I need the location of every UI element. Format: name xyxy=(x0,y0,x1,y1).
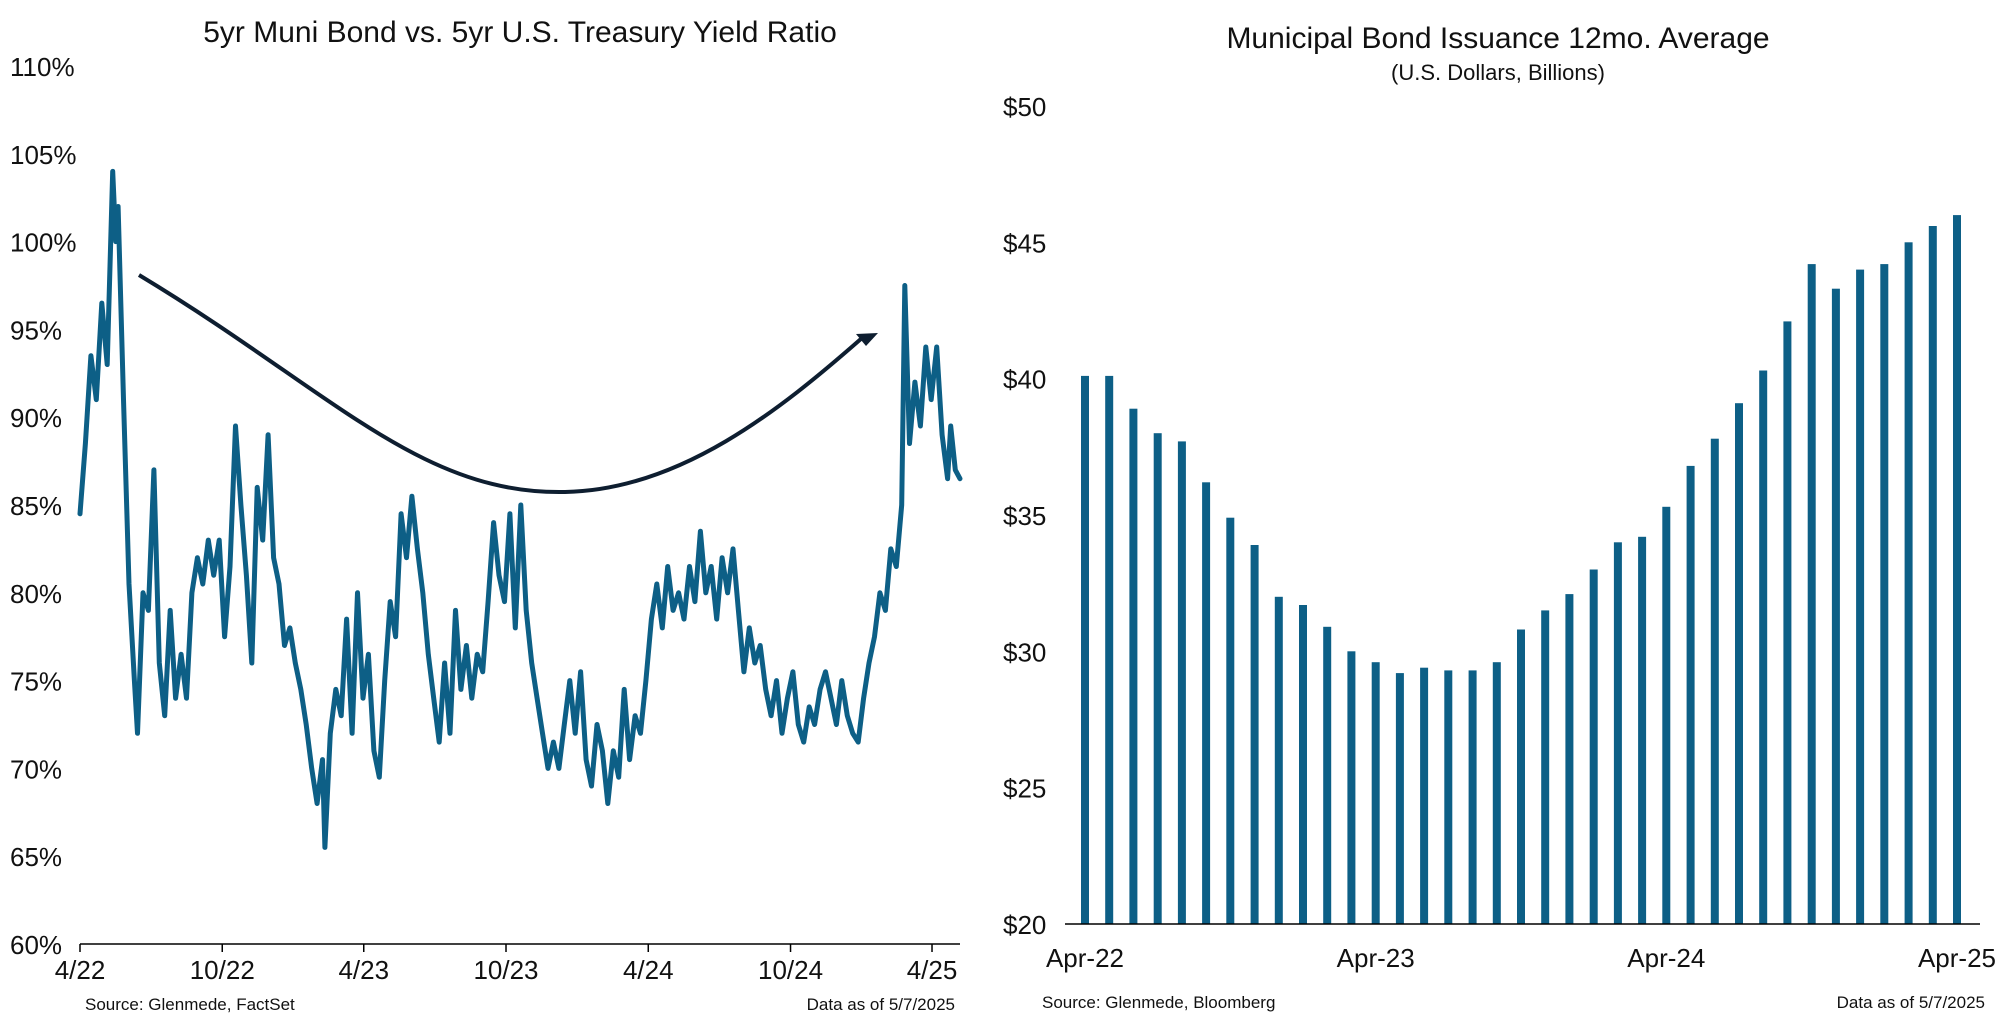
issuance-chart: Municipal Bond Issuance 12mo. Average (U… xyxy=(1003,22,1996,1012)
left-y-axis: 60% 65% 70% 75% 80% 85% 90% 95% 100% 105% 110% xyxy=(10,52,77,960)
issuance-bar xyxy=(1323,626,1332,924)
left-x-axis: 4/22 10/22 4/23 10/23 4/24 10/24 4/25 xyxy=(55,944,958,985)
issuance-bar xyxy=(1468,670,1477,924)
issuance-bar xyxy=(1177,441,1186,924)
issuance-bar xyxy=(1541,610,1550,924)
left-data-date: Data as of 5/7/2025 xyxy=(807,995,955,1014)
issuance-bar xyxy=(1662,506,1671,924)
issuance-bar xyxy=(1565,594,1574,924)
left-y-tick-label: 65% xyxy=(10,842,62,872)
yield-ratio-chart: 5yr Muni Bond vs. 5yr U.S. Treasury Yiel… xyxy=(10,16,963,1014)
right-y-tick-label: $25 xyxy=(1003,774,1046,804)
left-y-tick-label: 90% xyxy=(10,403,62,433)
right-y-tick-label: $50 xyxy=(1003,92,1046,122)
issuance-bar xyxy=(1856,269,1865,925)
right-data-date: Data as of 5/7/2025 xyxy=(1837,993,1985,1012)
left-y-tick-label: 95% xyxy=(10,315,62,345)
issuance-bar xyxy=(1226,517,1235,924)
left-y-tick-label: 60% xyxy=(10,930,62,960)
issuance-bar xyxy=(1153,433,1162,924)
right-x-axis: Apr-22 Apr-23 Apr-24 Apr-25 xyxy=(1046,943,1996,973)
left-x-tick-label: 4/22 xyxy=(55,955,106,985)
trend-arrowhead xyxy=(856,333,878,346)
trend-arrow-annotation xyxy=(137,273,878,495)
issuance-bar xyxy=(1492,662,1501,924)
issuance-bar xyxy=(1613,542,1622,924)
right-chart-subtitle: (U.S. Dollars, Billions) xyxy=(1391,60,1605,85)
right-source-note: Source: Glenmede, Bloomberg xyxy=(1042,993,1275,1012)
right-y-tick-label: $30 xyxy=(1003,637,1046,667)
left-y-tick-label: 75% xyxy=(10,667,62,697)
left-x-tick-label: 4/24 xyxy=(623,955,674,985)
right-x-tick-label: Apr-25 xyxy=(1918,943,1996,973)
issuance-bar xyxy=(1928,226,1937,924)
right-y-tick-label: $35 xyxy=(1003,501,1046,531)
left-source-note: Source: Glenmede, FactSet xyxy=(85,995,295,1014)
issuance-bars xyxy=(1081,215,1961,925)
yield-ratio-series xyxy=(77,168,963,850)
trend-arrow-curve xyxy=(137,273,864,495)
issuance-bar xyxy=(1129,408,1138,924)
left-x-tick-label: 10/24 xyxy=(758,955,823,985)
issuance-bar xyxy=(1517,629,1525,924)
right-x-tick-label: Apr-22 xyxy=(1046,943,1124,973)
issuance-bar xyxy=(1274,596,1283,924)
issuance-bar xyxy=(1395,673,1404,924)
right-x-tick-label: Apr-24 xyxy=(1627,943,1705,973)
issuance-bar xyxy=(1735,403,1743,924)
issuance-bar xyxy=(1250,545,1259,924)
left-y-tick-label: 100% xyxy=(10,228,77,258)
left-y-tick-label: 85% xyxy=(10,491,62,521)
left-x-tick-label: 10/22 xyxy=(190,955,255,985)
issuance-bar xyxy=(1371,662,1380,924)
issuance-bar xyxy=(1105,375,1114,924)
issuance-bar xyxy=(1880,264,1889,925)
issuance-bar xyxy=(1686,465,1695,924)
right-y-tick-label: $40 xyxy=(1003,365,1046,395)
issuance-bar xyxy=(1710,438,1719,924)
issuance-bar xyxy=(1081,375,1089,924)
right-y-tick-label: $20 xyxy=(1003,910,1046,940)
issuance-bar xyxy=(1953,215,1961,925)
left-x-tick-label: 10/23 xyxy=(473,955,538,985)
issuance-bar xyxy=(1202,482,1211,924)
left-y-tick-label: 70% xyxy=(10,754,62,784)
left-chart-title: 5yr Muni Bond vs. 5yr U.S. Treasury Yiel… xyxy=(203,16,837,49)
left-x-tick-label: 4/23 xyxy=(338,955,389,985)
left-x-tick-label: 4/25 xyxy=(907,955,958,985)
right-y-axis: $20 $25 $30 $35 $40 $45 $50 xyxy=(1003,92,1046,940)
left-y-tick-label: 80% xyxy=(10,579,62,609)
issuance-bar xyxy=(1759,370,1768,924)
left-y-tick-label: 110% xyxy=(10,52,75,82)
issuance-bar xyxy=(1807,264,1816,925)
issuance-bar xyxy=(1831,288,1840,924)
issuance-bar xyxy=(1638,536,1647,924)
issuance-bar xyxy=(1444,670,1453,924)
right-chart-title: Municipal Bond Issuance 12mo. Average xyxy=(1226,22,1769,55)
issuance-bar xyxy=(1347,651,1356,924)
issuance-bar xyxy=(1420,667,1429,924)
yield-ratio-line xyxy=(77,168,963,850)
right-y-tick-label: $45 xyxy=(1003,228,1046,258)
issuance-bar xyxy=(1299,605,1307,924)
left-y-tick-label: 105% xyxy=(10,140,77,170)
right-x-tick-label: Apr-23 xyxy=(1337,943,1415,973)
issuance-bar xyxy=(1783,321,1792,924)
issuance-bar xyxy=(1904,242,1913,925)
issuance-bar xyxy=(1589,569,1598,924)
